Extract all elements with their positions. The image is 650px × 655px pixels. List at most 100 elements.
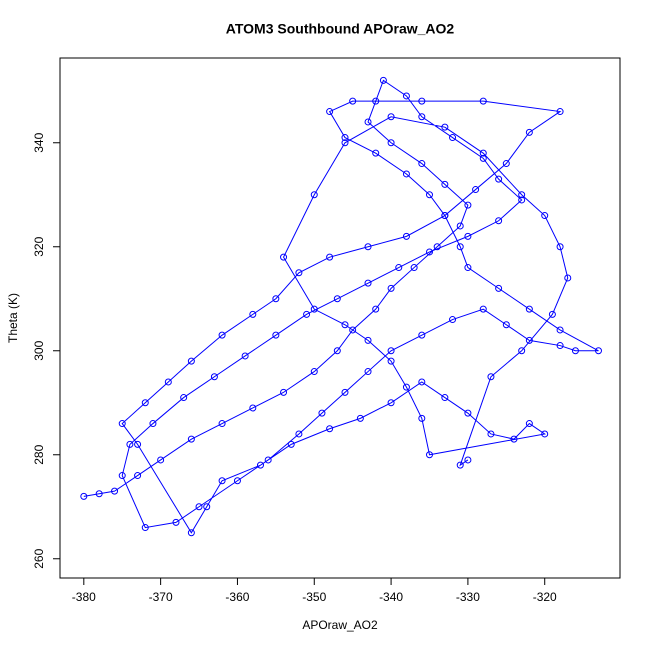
point	[464, 456, 472, 464]
point	[310, 368, 318, 376]
point	[233, 477, 241, 485]
point	[295, 269, 303, 277]
point	[464, 232, 472, 240]
point	[541, 430, 549, 438]
point	[556, 342, 564, 350]
point	[548, 310, 556, 318]
point	[479, 305, 487, 313]
point	[256, 461, 264, 469]
point	[418, 97, 426, 105]
point	[456, 461, 464, 469]
point	[418, 160, 426, 168]
point	[341, 139, 349, 147]
x-tick-label: -320	[533, 590, 557, 604]
point	[525, 420, 533, 428]
point	[395, 264, 403, 272]
point	[387, 139, 395, 147]
point	[518, 191, 526, 199]
series-line	[83, 79, 599, 534]
point	[372, 305, 380, 313]
point	[441, 123, 449, 131]
point	[118, 472, 126, 480]
point	[295, 430, 303, 438]
point	[180, 394, 188, 402]
point	[349, 326, 357, 334]
point	[141, 524, 149, 532]
point	[203, 503, 211, 511]
point	[372, 149, 380, 157]
point	[502, 321, 510, 329]
point	[326, 253, 334, 261]
point	[418, 414, 426, 422]
point	[479, 154, 487, 162]
point	[118, 420, 126, 428]
point	[187, 357, 195, 365]
point	[464, 264, 472, 272]
y-tick-label: 300	[32, 340, 46, 360]
point	[356, 414, 364, 422]
point	[449, 134, 457, 142]
point	[387, 399, 395, 407]
x-tick-label: -330	[456, 590, 480, 604]
point	[249, 404, 257, 412]
y-axis-label: Theta (K)	[6, 293, 20, 343]
x-tick-label: -360	[225, 590, 249, 604]
point	[149, 420, 157, 428]
point	[157, 456, 165, 464]
point	[525, 305, 533, 313]
point	[402, 383, 410, 391]
point	[364, 336, 372, 344]
point	[218, 420, 226, 428]
x-axis-label: APOraw_AO2	[302, 618, 378, 632]
point	[518, 196, 526, 204]
point	[134, 472, 142, 480]
point	[80, 492, 88, 500]
point	[379, 76, 387, 84]
point	[172, 518, 180, 526]
point	[341, 134, 349, 142]
point	[387, 113, 395, 121]
y-tick-label: 280	[32, 444, 46, 464]
point	[341, 321, 349, 329]
point	[126, 440, 134, 448]
point	[318, 409, 326, 417]
point	[479, 97, 487, 105]
point	[425, 191, 433, 199]
point	[272, 295, 280, 303]
point	[195, 503, 203, 511]
point	[456, 222, 464, 230]
plot-frame	[59, 57, 621, 579]
point	[464, 409, 472, 417]
point	[556, 108, 564, 116]
point	[364, 368, 372, 376]
point	[364, 118, 372, 126]
point	[387, 357, 395, 365]
y-tick-label: 340	[32, 132, 46, 152]
point	[95, 490, 103, 498]
point	[349, 97, 357, 105]
point	[241, 352, 249, 360]
point	[441, 394, 449, 402]
point	[525, 128, 533, 136]
point	[556, 243, 564, 251]
point	[134, 440, 142, 448]
point	[456, 243, 464, 251]
point	[510, 435, 518, 443]
point	[425, 248, 433, 256]
y-tick-label: 320	[32, 236, 46, 256]
point	[280, 253, 288, 261]
point	[364, 279, 372, 287]
point	[479, 149, 487, 157]
point	[571, 347, 579, 355]
point	[326, 425, 334, 433]
point	[402, 170, 410, 178]
point	[556, 326, 564, 334]
point	[333, 295, 341, 303]
point	[402, 232, 410, 240]
point	[495, 217, 503, 225]
point	[425, 451, 433, 459]
point	[449, 316, 457, 324]
point	[326, 108, 334, 116]
point	[433, 243, 441, 251]
